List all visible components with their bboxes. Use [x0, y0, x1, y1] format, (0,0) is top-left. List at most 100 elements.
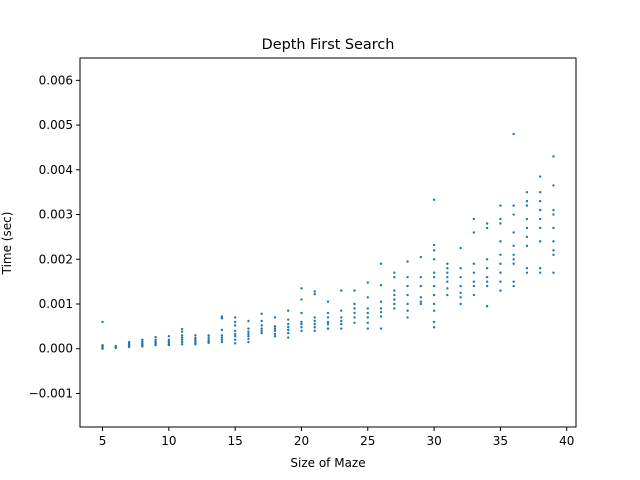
- data-point: [525, 267, 529, 270]
- data-point: [366, 296, 369, 299]
- data-point: [340, 316, 343, 319]
- data-point: [287, 328, 290, 332]
- data-point: [419, 275, 423, 279]
- data-point: [313, 322, 316, 326]
- x-axis-label: Size of Maze: [290, 456, 365, 470]
- data-point: [446, 275, 449, 279]
- data-point: [446, 262, 449, 265]
- data-point: [499, 222, 502, 225]
- data-point: [552, 240, 555, 243]
- data-point: [167, 335, 171, 338]
- data-point: [499, 204, 502, 207]
- data-point: [247, 327, 250, 330]
- y-axis-label: Time (sec): [0, 212, 14, 276]
- data-point: [499, 271, 502, 274]
- data-point: [393, 289, 396, 292]
- data-point: [287, 331, 290, 335]
- data-point: [353, 307, 356, 310]
- data-point: [379, 310, 383, 314]
- data-point: [180, 336, 184, 339]
- data-point: [472, 271, 476, 274]
- data-point: [313, 319, 316, 323]
- data-point: [326, 316, 330, 319]
- data-point: [326, 322, 330, 326]
- data-point: [340, 327, 343, 330]
- data-point: [512, 280, 515, 283]
- data-point: [300, 322, 303, 326]
- data-point: [419, 255, 423, 259]
- data-point: [446, 271, 449, 274]
- data-point: [220, 328, 224, 332]
- data-point: [512, 258, 515, 261]
- data-point: [512, 213, 515, 216]
- data-point: [300, 326, 303, 329]
- data-point: [194, 336, 197, 340]
- data-point: [141, 345, 144, 348]
- data-point: [432, 249, 436, 252]
- y-tick-label: 0.006: [39, 73, 73, 87]
- data-point: [446, 293, 449, 297]
- data-point: [353, 311, 356, 315]
- data-point: [233, 342, 237, 345]
- data-point: [114, 346, 118, 350]
- y-tick-label: 0.002: [39, 252, 73, 266]
- data-point: [340, 289, 343, 292]
- data-point: [499, 280, 502, 283]
- data-point: [393, 302, 396, 306]
- data-point: [220, 338, 224, 341]
- data-point: [340, 322, 343, 326]
- data-point: [287, 322, 290, 326]
- data-point: [552, 271, 555, 274]
- data-point: [432, 243, 436, 247]
- data-point: [300, 329, 303, 333]
- data-point: [525, 190, 529, 194]
- data-point: [406, 316, 409, 319]
- data-point: [472, 293, 476, 297]
- data-point: [180, 334, 184, 337]
- data-point: [419, 284, 423, 288]
- data-point: [326, 320, 330, 324]
- data-point: [552, 184, 555, 187]
- data-point: [194, 340, 197, 343]
- data-point: [141, 338, 144, 341]
- x-tick-label: 15: [228, 434, 243, 448]
- data-point: [379, 327, 383, 330]
- data-point: [167, 343, 171, 347]
- data-point: [207, 341, 210, 345]
- data-point: [499, 289, 502, 292]
- data-point: [260, 319, 263, 323]
- data-point: [525, 271, 529, 274]
- data-point: [379, 315, 383, 318]
- data-point: [485, 222, 489, 225]
- data-point: [393, 307, 396, 310]
- data-point: [538, 217, 542, 221]
- data-point: [220, 317, 224, 320]
- data-point: [446, 280, 449, 283]
- points-layer: [101, 132, 555, 350]
- data-point: [326, 300, 330, 303]
- data-point: [525, 199, 529, 203]
- data-point: [393, 298, 396, 301]
- data-point: [525, 204, 529, 207]
- data-point: [446, 267, 449, 270]
- x-tick-label: 25: [360, 434, 375, 448]
- data-point: [353, 302, 356, 306]
- data-point: [406, 260, 409, 263]
- data-point: [459, 275, 462, 279]
- data-point: [538, 175, 542, 178]
- data-point: [340, 309, 343, 312]
- data-point: [220, 336, 224, 339]
- data-point: [353, 289, 356, 292]
- data-point: [525, 217, 529, 221]
- data-point: [233, 316, 237, 319]
- data-point: [432, 326, 436, 329]
- data-point: [512, 132, 515, 136]
- data-point: [313, 292, 316, 296]
- plot-area-frame: [79, 57, 577, 428]
- data-point: [313, 316, 316, 319]
- data-point: [287, 326, 290, 329]
- data-point: [366, 316, 369, 319]
- data-point: [194, 334, 197, 337]
